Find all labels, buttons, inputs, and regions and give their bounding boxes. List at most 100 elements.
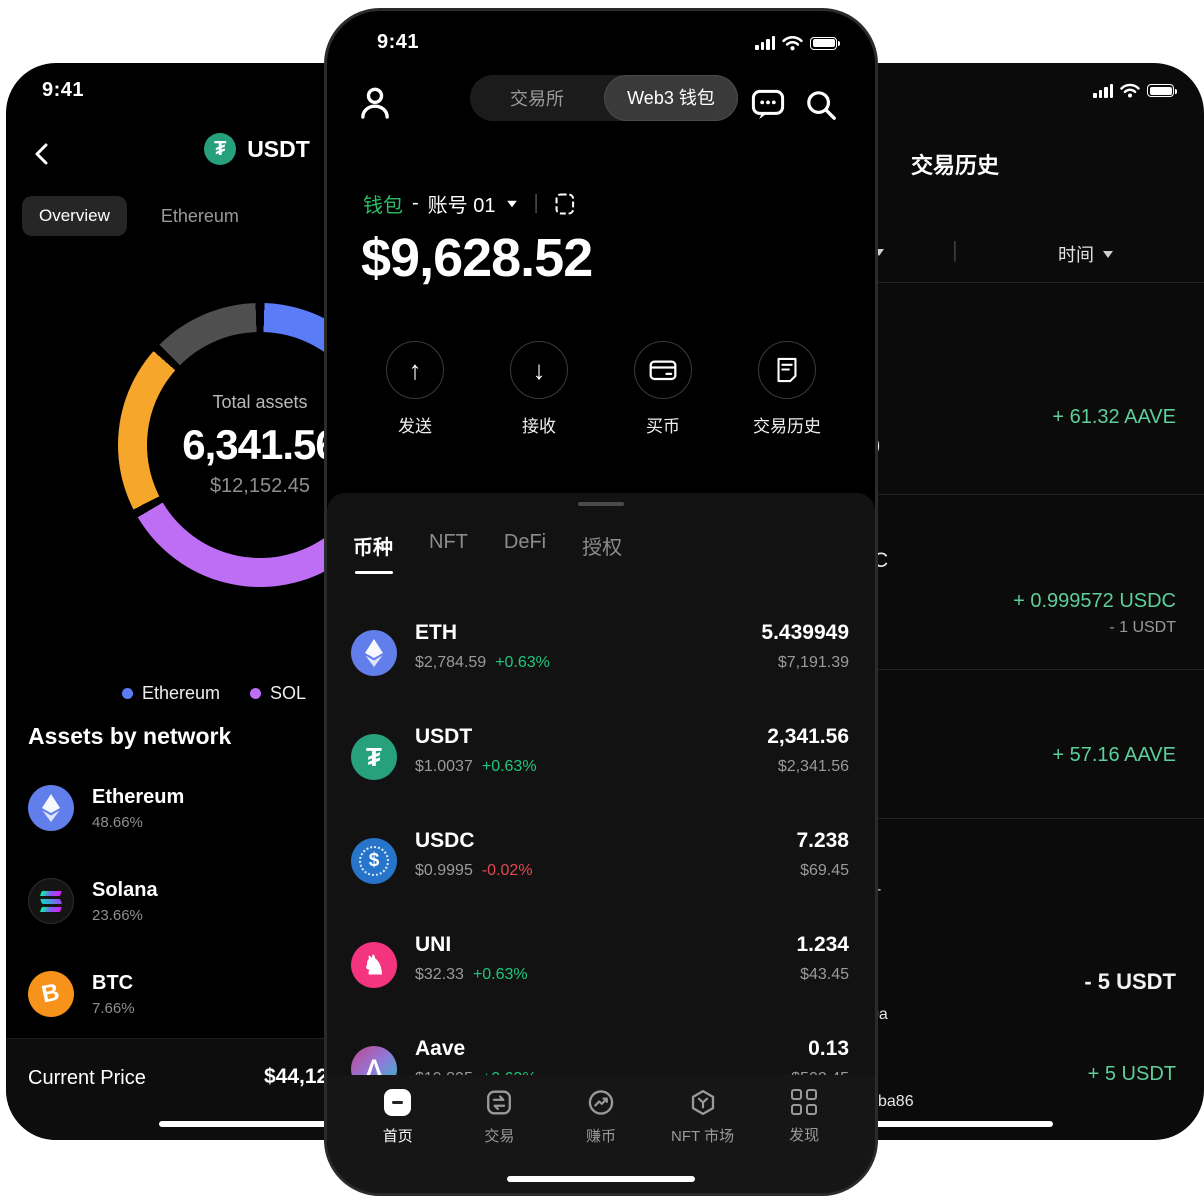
token-amount: 5.439949 bbox=[761, 621, 849, 644]
token-symbol: ETH bbox=[415, 621, 457, 644]
txn-amount[interactable]: + 0.999572 USDC bbox=[1013, 590, 1176, 612]
donut-center-text: Total assets 6,341.56 $12,152.45 bbox=[118, 303, 402, 587]
token-row-uni[interactable]: ♞ UNI $32.33 +0.63% 1.234 $43.45 bbox=[327, 913, 875, 1017]
status-time: 9:41 bbox=[377, 31, 420, 53]
txn-amount[interactable]: + 57.16 AAVE bbox=[1052, 744, 1176, 766]
token-amount: 2,341.56 bbox=[767, 725, 849, 748]
token-value: $69.45 bbox=[800, 862, 849, 879]
segment-exchange[interactable]: 交易所 bbox=[510, 89, 564, 109]
nav-label: 交易 bbox=[484, 1128, 515, 1145]
bottom-nav: 首页 交易 赚币 bbox=[327, 1075, 875, 1193]
tab-nft[interactable]: NFT bbox=[429, 531, 468, 553]
tab-ethereum[interactable]: Ethereum bbox=[160, 205, 239, 226]
exchange-wallet-segmented: 交易所 Web3 钱包 bbox=[470, 75, 738, 121]
phone-web3-wallet: 9:41 交易所 Web3 钱包 bbox=[324, 8, 878, 1196]
wallet-account-row[interactable]: 钱包 - 账号 01 | bbox=[363, 189, 578, 218]
buy-crypto-button[interactable]: 买币 bbox=[615, 341, 711, 437]
nav-nft-market[interactable]: NFT 市场 bbox=[657, 1089, 749, 1146]
legend-item-ethereum: Ethereum bbox=[121, 683, 220, 704]
drag-handle[interactable] bbox=[578, 502, 624, 506]
token-change: +0.63% bbox=[495, 654, 550, 671]
token-value: $43.45 bbox=[800, 966, 849, 983]
scan-icon[interactable] bbox=[554, 191, 578, 217]
tab-overview[interactable]: Overview bbox=[22, 196, 127, 236]
token-symbol: USDC bbox=[415, 829, 475, 852]
status-time: 9:41 bbox=[42, 79, 85, 101]
token-price: $0.9995 bbox=[415, 862, 473, 879]
page-title: ₮ USDT bbox=[6, 133, 508, 165]
home-indicator[interactable] bbox=[507, 1176, 695, 1182]
card-icon bbox=[634, 341, 692, 399]
tab-defi[interactable]: DeFi bbox=[503, 531, 547, 553]
time-filter-dropdown[interactable]: 时间 bbox=[1058, 241, 1113, 267]
token-row-usdt[interactable]: ₮ USDT $1.0037 +0.63% 2,341.56 $2,341.56 bbox=[327, 705, 875, 809]
receive-button[interactable]: ↓ 接收 bbox=[491, 341, 587, 437]
action-label: 发送 bbox=[398, 417, 432, 436]
txn-amount[interactable]: + 5 USDT bbox=[1087, 1063, 1176, 1085]
token-amount: 7.238 bbox=[796, 829, 849, 852]
txn-sub-amount: - 1 USDT bbox=[1109, 619, 1176, 636]
nav-label: 赚币 bbox=[585, 1128, 616, 1145]
home-indicator[interactable] bbox=[857, 1121, 1053, 1127]
token-row-usdc[interactable]: $ USDC $0.9995 -0.02% 7.238 $69.45 bbox=[327, 809, 875, 913]
nav-earn[interactable]: 赚币 bbox=[555, 1089, 647, 1146]
network-row-ethereum[interactable]: Ethereum 48.66% bbox=[28, 785, 184, 831]
total-assets-amount: 6,341.56 bbox=[182, 421, 338, 468]
nav-discover[interactable]: 发现 bbox=[758, 1089, 850, 1145]
profile-icon[interactable] bbox=[357, 85, 393, 121]
divider: | bbox=[533, 192, 539, 214]
token-row-eth[interactable]: ETH $2,784.59 +0.63% 5.439949 $7,191.39 bbox=[327, 601, 875, 705]
current-price-label: Current Price bbox=[28, 1067, 146, 1089]
status-icons bbox=[1093, 83, 1177, 98]
uni-icon: ♞ bbox=[351, 942, 397, 988]
txn-amount[interactable]: - 5 USDT bbox=[1084, 969, 1176, 994]
token-symbol: USDT bbox=[415, 725, 473, 748]
token-change: +0.63% bbox=[481, 758, 537, 775]
token-value: $7,191.39 bbox=[777, 654, 849, 671]
home-indicator[interactable] bbox=[159, 1121, 355, 1127]
network-pct: 48.66% bbox=[92, 813, 143, 831]
filter-divider: | bbox=[952, 237, 958, 262]
row-divider bbox=[706, 494, 1204, 495]
trade-icon bbox=[487, 1090, 512, 1115]
network-pct: 7.66% bbox=[92, 999, 135, 1017]
row-divider bbox=[706, 818, 1204, 819]
total-assets-fiat: $12,152.45 bbox=[209, 475, 311, 497]
back-icon[interactable] bbox=[30, 139, 56, 169]
row-divider bbox=[706, 669, 1204, 670]
wifi-icon bbox=[782, 36, 803, 51]
tab-approvals[interactable]: 授权 bbox=[582, 537, 623, 559]
network-pct: 23.66% bbox=[92, 906, 143, 924]
token-value: $2,341.56 bbox=[777, 758, 849, 775]
quick-actions: ↑ 发送 ↓ 接收 买币 bbox=[327, 341, 875, 437]
nav-label: NFT 市场 bbox=[671, 1128, 735, 1145]
nav-trade[interactable]: 交易 bbox=[453, 1089, 545, 1146]
txn-amount[interactable]: + 61.32 AAVE bbox=[1052, 406, 1176, 428]
send-button[interactable]: ↑ 发送 bbox=[367, 341, 463, 437]
nav-label: 首页 bbox=[382, 1128, 413, 1145]
chat-icon[interactable] bbox=[751, 89, 785, 121]
wallet-sep: - bbox=[412, 192, 419, 214]
signal-icon bbox=[1093, 83, 1113, 98]
legend-item-sol: SOL bbox=[250, 683, 306, 704]
solana-icon bbox=[28, 878, 74, 924]
action-label: 交易历史 bbox=[753, 417, 821, 436]
network-name: Solana bbox=[92, 878, 158, 901]
document-icon bbox=[758, 341, 816, 399]
segment-web3-wallet[interactable]: Web3 钱包 bbox=[604, 75, 738, 121]
network-row-btc[interactable]: B BTC 7.66% bbox=[28, 971, 135, 1017]
action-label: 买币 bbox=[646, 417, 680, 436]
eth-icon bbox=[351, 630, 397, 676]
nft-market-icon bbox=[691, 1090, 714, 1115]
token-price: $2,784.59 bbox=[415, 654, 487, 671]
network-row-solana[interactable]: Solana 23.66% bbox=[28, 878, 158, 924]
token-price: $32.33 bbox=[415, 966, 464, 983]
hidden-filter-caret-icon[interactable] bbox=[874, 249, 884, 256]
legend-label: SOL bbox=[270, 683, 307, 703]
nav-home[interactable]: 首页 bbox=[352, 1089, 444, 1146]
tab-coins[interactable]: 币种 bbox=[353, 531, 393, 574]
history-button[interactable]: 交易历史 bbox=[739, 341, 835, 437]
search-icon[interactable] bbox=[805, 89, 837, 121]
account-caret-icon bbox=[507, 200, 518, 207]
